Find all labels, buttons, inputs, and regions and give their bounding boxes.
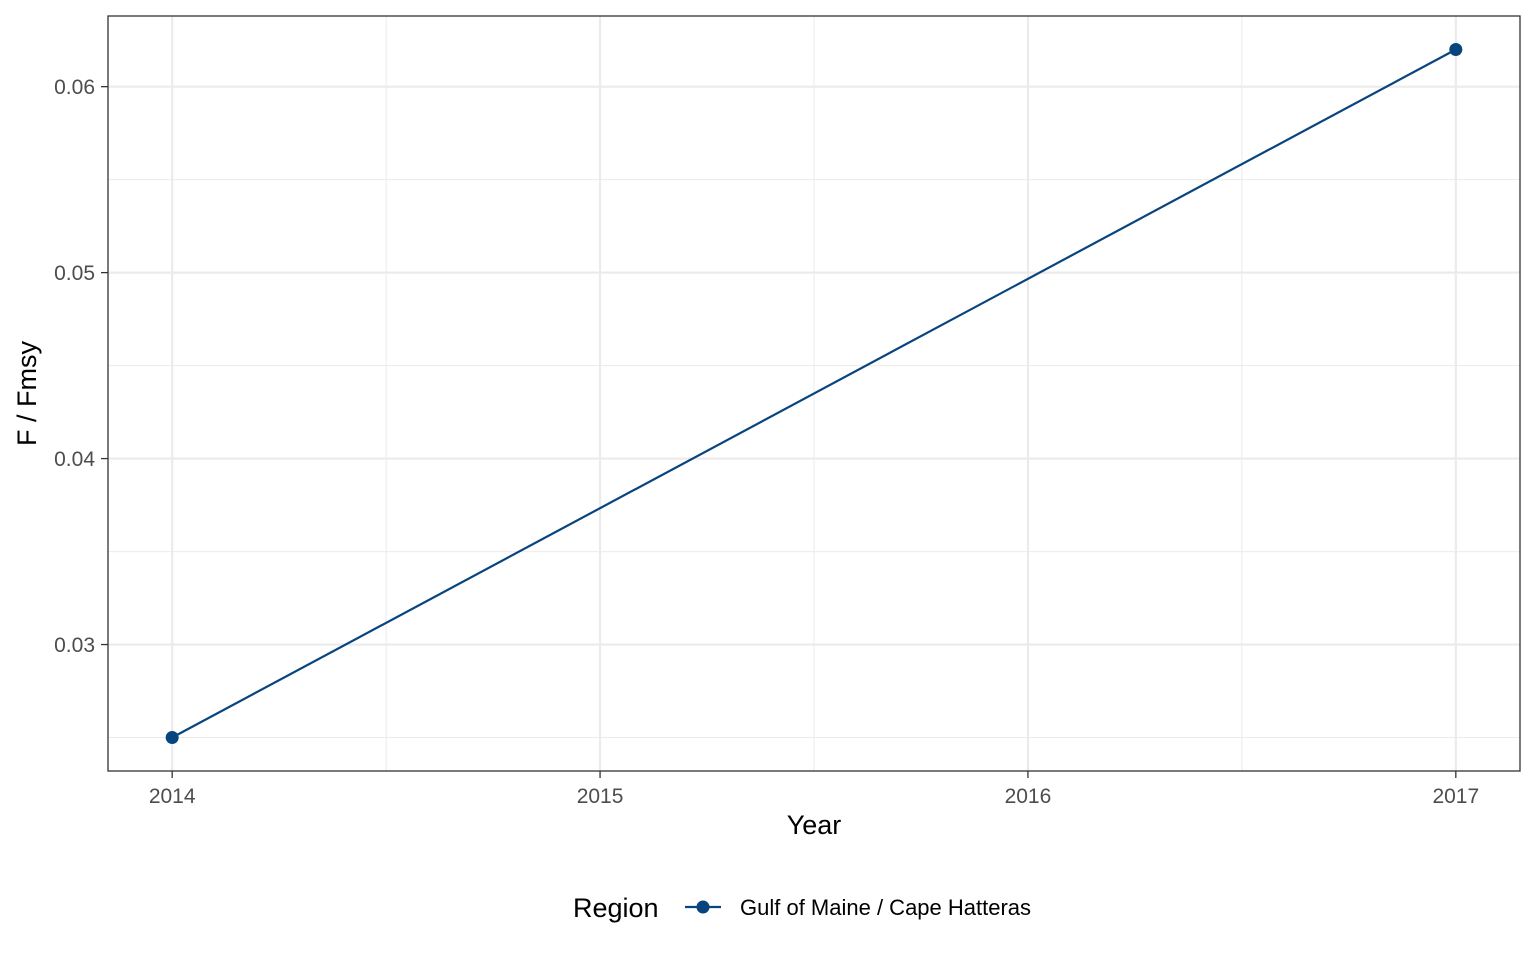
plot-panel-border [107,15,1521,772]
legend-label: Gulf of Maine / Cape Hatteras [740,895,1031,920]
series-line [171,48,1457,739]
y-tick-label: 0.05 [54,262,95,285]
y-tick-label: 0.03 [54,634,95,657]
minor-gridlines [108,16,1520,771]
x-tick-label: 2016 [1005,785,1052,808]
y-tick-label: 0.04 [54,448,95,471]
x-axis: 2014 2015 2016 2017 [149,771,1479,808]
data-point [165,731,179,745]
series-layer [165,42,1463,745]
y-tick-label: 0.06 [54,76,95,99]
y-axis-title: F / Fmsy [12,341,42,446]
legend: Region Gulf of Maine / Cape Hatteras [573,893,1031,923]
x-tick-label: 2014 [149,785,196,808]
y-axis: 0.03 0.04 0.05 0.06 [54,76,108,657]
legend-title: Region [573,893,659,923]
data-point [1449,42,1463,56]
legend-key-point [696,900,710,914]
x-tick-label: 2017 [1432,785,1479,808]
x-tick-label: 2015 [577,785,624,808]
x-axis-title: Year [787,810,842,840]
